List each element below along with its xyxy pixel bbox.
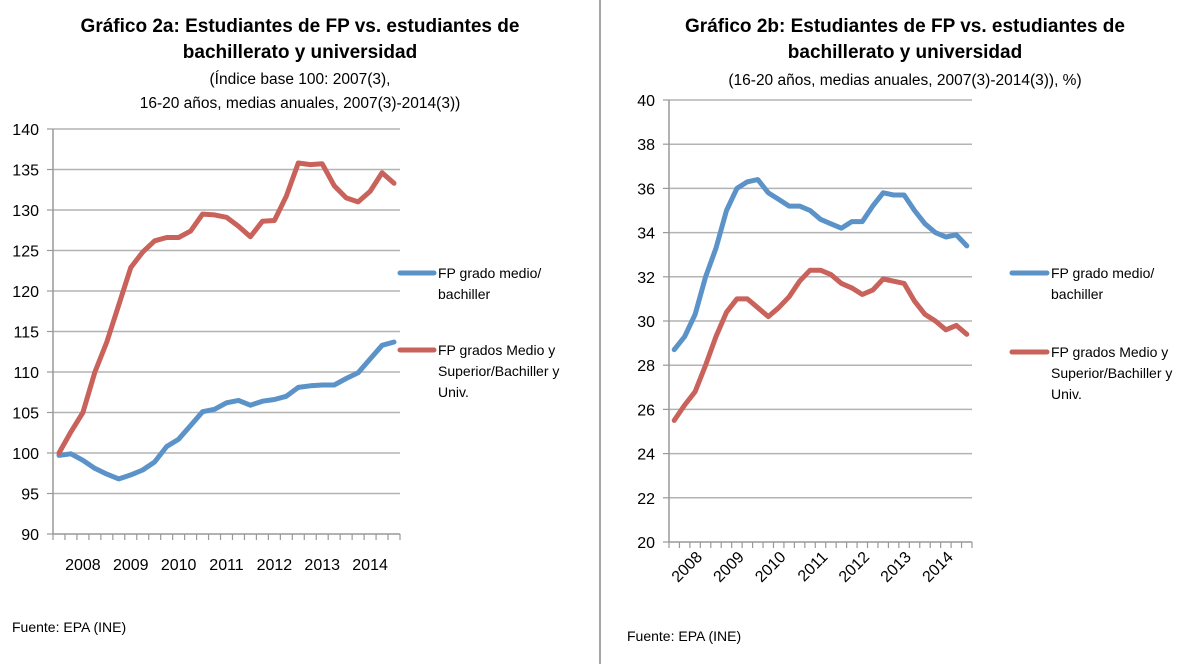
chart-b-ytick-label: 30 <box>637 314 655 331</box>
chart-a-source: Fuente: EPA (INE) <box>12 619 127 635</box>
chart-a-legend-label: bachiller <box>438 286 490 302</box>
chart-b-series-line <box>671 177 970 353</box>
chart-a-title-line: bachillerato y universidad <box>182 42 418 63</box>
chart-a-title-line: Gráfico 2a: Estudiantes de FP vs. estudi… <box>80 16 520 37</box>
chart-b-ytick-label: 32 <box>637 270 655 287</box>
chart-b-ytick-label: 40 <box>637 93 655 110</box>
chart-a-ytick-label: 120 <box>12 284 39 301</box>
chart-b-legend-label: FP grados Medio y <box>1051 344 1168 360</box>
chart-a-legend-label: FP grado medio/ <box>438 265 541 281</box>
chart-a-ytick-label: 125 <box>12 244 39 261</box>
chart-b-ytick-label: 20 <box>637 535 655 552</box>
chart-a-ytick-label: 135 <box>12 163 39 180</box>
chart-b-title-line: bachillerato y universidad <box>787 42 1023 63</box>
chart-a-ytick-label: 95 <box>21 487 39 504</box>
chart-a-xtick-label: 2011 <box>209 557 244 574</box>
chart-b-ytick-label: 28 <box>637 358 655 375</box>
chart-a-xtick-label: 2010 <box>161 557 197 574</box>
chart-a-ytick-label: 130 <box>12 203 39 220</box>
chart-b-legend-label: Univ. <box>1051 386 1082 402</box>
chart-b-legend-label: Superior/Bachiller y <box>1051 365 1172 381</box>
chart-a-ytick-label: 110 <box>13 365 39 382</box>
chart-a-subtitle-line: 16-20 años, medias anuales, 2007(3)-2014… <box>139 95 461 112</box>
chart-a-subtitle-line: (Índice base 100: 2007(3), <box>209 71 391 88</box>
chart-a-series-line <box>56 160 397 456</box>
chart-a-legend-label: FP grados Medio y <box>438 342 555 358</box>
chart-b-title: Gráfico 2b: Estudiantes de FP vs. estudi… <box>605 14 1204 66</box>
chart-a-ytick-label: 105 <box>12 406 39 423</box>
chart-b-legend-label: bachiller <box>1051 286 1103 302</box>
chart-b-xtick-label: 2012 <box>836 549 873 586</box>
chart-b-xtick-label: 2010 <box>752 549 789 586</box>
chart-a-legend-label: Univ. <box>438 384 469 400</box>
chart-a-ytick-label: 100 <box>12 446 39 463</box>
chart-b-legend-label: FP grado medio/ <box>1051 265 1154 281</box>
chart-a-series-line <box>56 339 397 482</box>
chart-b-ytick-label: 22 <box>637 491 655 508</box>
chart-b-ytick-label: 24 <box>637 447 655 464</box>
chart-a-xtick-label: 2009 <box>113 557 149 574</box>
chart-b-ytick-label: 36 <box>637 181 655 198</box>
divider <box>599 0 601 664</box>
chart-b-source: Fuente: EPA (INE) <box>627 628 742 644</box>
chart-b-title-line: Gráfico 2b: Estudiantes de FP vs. estudi… <box>685 16 1125 37</box>
chart-b-xtick-label: 2014 <box>920 549 957 586</box>
chart-a-ytick-label: 115 <box>13 325 39 342</box>
chart-a-ytick-label: 140 <box>12 122 39 139</box>
chart-a-xtick-label: 2008 <box>65 557 101 574</box>
chart-b-series-line <box>671 267 970 423</box>
chart-b-subtitle: (16-20 años, medias anuales, 2007(3)-201… <box>605 69 1204 93</box>
chart-a-ytick-label: 90 <box>21 527 39 544</box>
chart-a-title: Gráfico 2a: Estudiantes de FP vs. estudi… <box>0 14 600 66</box>
chart-b-xtick-label: 2011 <box>795 549 831 585</box>
chart-b-xtick-label: 2008 <box>669 549 706 586</box>
chart-a-xtick-label: 2014 <box>352 557 388 574</box>
chart-a-xtick-label: 2012 <box>257 557 293 574</box>
chart-b-subtitle-line: (16-20 años, medias anuales, 2007(3)-201… <box>728 72 1082 89</box>
chart-b-xtick-label: 2009 <box>711 549 748 586</box>
chart-b-xtick-label: 2013 <box>878 549 915 586</box>
chart-b-ytick-label: 34 <box>637 226 655 243</box>
chart-b-ytick-label: 26 <box>637 402 655 419</box>
chart-b-ytick-label: 38 <box>637 137 655 154</box>
chart-a-legend-label: Superior/Bachiller y <box>438 363 559 379</box>
chart-a-subtitle: (Índice base 100: 2007(3), 16-20 años, m… <box>0 68 600 116</box>
chart-a-xtick-label: 2013 <box>304 557 340 574</box>
